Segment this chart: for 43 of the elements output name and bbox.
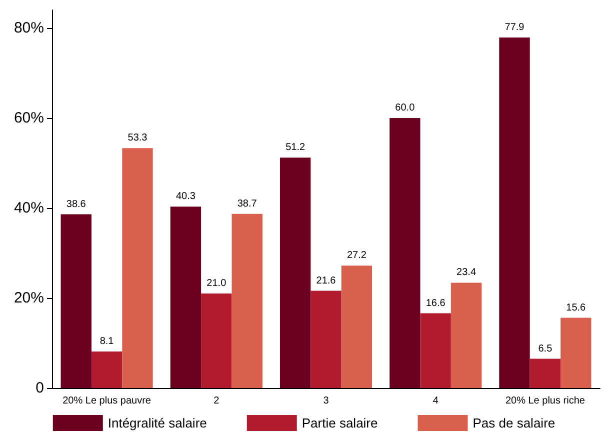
x-tick-label: 20% Le plus riche	[505, 396, 586, 406]
bar	[560, 318, 592, 388]
data-label: 53.3	[128, 132, 148, 144]
data-label: 38.7	[237, 198, 258, 210]
data-label: 40.3	[176, 191, 196, 202]
bar	[390, 118, 420, 388]
legend-label: Partie salaire	[302, 416, 378, 430]
y-tick-label: 0	[36, 380, 44, 396]
bar	[122, 148, 153, 388]
x-tick-label: 2	[214, 396, 220, 406]
y-tick-label: 20%	[14, 290, 44, 306]
bar	[201, 294, 232, 388]
data-label: 60.0	[395, 102, 416, 114]
bar	[530, 358, 561, 388]
y-tick-label: 80%	[14, 20, 44, 36]
data-label: 77.9	[504, 22, 525, 33]
data-label: 38.6	[66, 198, 86, 210]
x-tick-label: 3	[323, 396, 330, 406]
x-tick-label: 20% Le plus pauvre	[62, 396, 152, 406]
data-label: 21.0	[206, 278, 227, 289]
data-label: 51.2	[286, 142, 306, 154]
y-tick-label: 60%	[14, 110, 44, 126]
bar	[499, 37, 530, 388]
bar	[280, 158, 311, 388]
data-label: 8.1	[100, 336, 114, 348]
bar	[232, 214, 262, 388]
bar	[341, 266, 372, 388]
bar	[420, 313, 451, 388]
x-tick-label: 4	[432, 396, 439, 406]
legend-label: Pas de salaire	[472, 416, 556, 430]
bar	[450, 282, 482, 388]
bar	[91, 352, 122, 388]
data-label: 21.6	[316, 275, 336, 286]
data-label: 15.6	[566, 302, 586, 314]
data-label: 16.6	[426, 298, 446, 309]
data-label: 27.2	[346, 250, 367, 262]
data-label: 23.4	[456, 267, 476, 278]
bar	[310, 290, 342, 388]
legend-label: Intégralité salaire	[108, 416, 207, 430]
y-tick-label: 40%	[14, 200, 44, 216]
bar	[170, 206, 202, 388]
data-label: 6.5	[538, 343, 553, 354]
bar	[60, 214, 92, 388]
